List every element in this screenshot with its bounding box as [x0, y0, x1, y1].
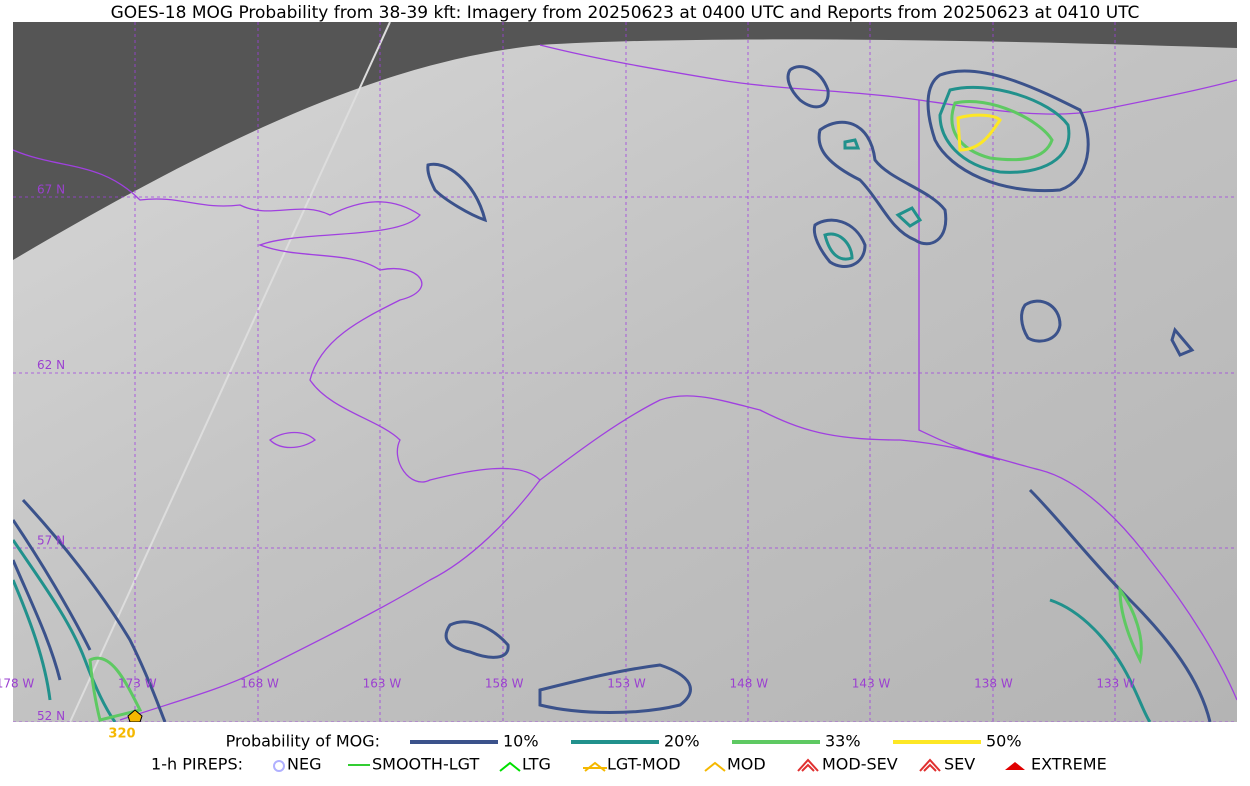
- lon-label: 153 W: [607, 677, 646, 691]
- legend-label: 20%: [664, 732, 700, 751]
- lon-label: 163 W: [363, 677, 402, 691]
- legend-label: MOD-SEV: [822, 755, 898, 774]
- legend-label: NEG: [287, 755, 321, 774]
- scan-line: [69, 22, 391, 722]
- legend-title: 1-h PIREPS:: [151, 755, 243, 774]
- pirep-symbol: [273, 760, 285, 772]
- lat-label: 67 N: [37, 183, 65, 197]
- legend: 10% 20% 33% 50% NEG SMOOTH-LGT LTG LGT-MOD MOD MO…: [273, 732, 1107, 774]
- pirep-symbol: [797, 758, 819, 772]
- legend-label: 50%: [986, 732, 1022, 751]
- legend-label: 33%: [825, 732, 861, 751]
- legend-label: SMOOTH-LGT: [372, 755, 479, 774]
- legend-label: EXTREME: [1031, 755, 1107, 774]
- lat-label: 52 N: [37, 709, 65, 723]
- pirep-symbol: [127, 709, 143, 722]
- no-data-region: [13, 22, 1237, 260]
- lon-label: 168 W: [240, 677, 279, 691]
- lon-label: 148 W: [730, 677, 769, 691]
- pirep-symbol: [499, 761, 521, 772]
- pirep-symbol: [919, 758, 941, 772]
- pirep-symbol: [704, 761, 726, 772]
- lon-label: 143 W: [852, 677, 891, 691]
- lon-label: 178 W: [0, 677, 34, 691]
- pirep-symbol: [1005, 762, 1025, 770]
- geo-labels: 67 N 62 N 57 N 52 N 178 W 173 W 168 W 163 W 158 …: [0, 183, 1135, 724]
- pirep-symbol: [583, 761, 607, 772]
- title: GOES-18 MOG Probability from 38-39 kft: …: [111, 3, 1140, 23]
- lon-label: 173 W: [118, 677, 157, 691]
- lon-label: 133 W: [1096, 677, 1135, 691]
- lat-label: 57 N: [37, 534, 65, 548]
- probability-contours: [13, 65, 1212, 722]
- legend-label: MOD: [727, 755, 766, 774]
- report-label: 320: [108, 727, 135, 742]
- legend-label: LGT-MOD: [607, 755, 681, 774]
- lon-label: 138 W: [974, 677, 1013, 691]
- legend-label: SEV: [944, 755, 975, 774]
- legend-title: Probability of MOG:: [226, 732, 380, 751]
- legend-label: LTG: [522, 755, 551, 774]
- lon-label: 158 W: [485, 677, 524, 691]
- graticule: [13, 22, 1237, 722]
- coastlines: [13, 44, 1237, 721]
- map-area: [13, 22, 1237, 722]
- legend-label: 10%: [503, 732, 539, 751]
- lat-label: 62 N: [37, 358, 65, 372]
